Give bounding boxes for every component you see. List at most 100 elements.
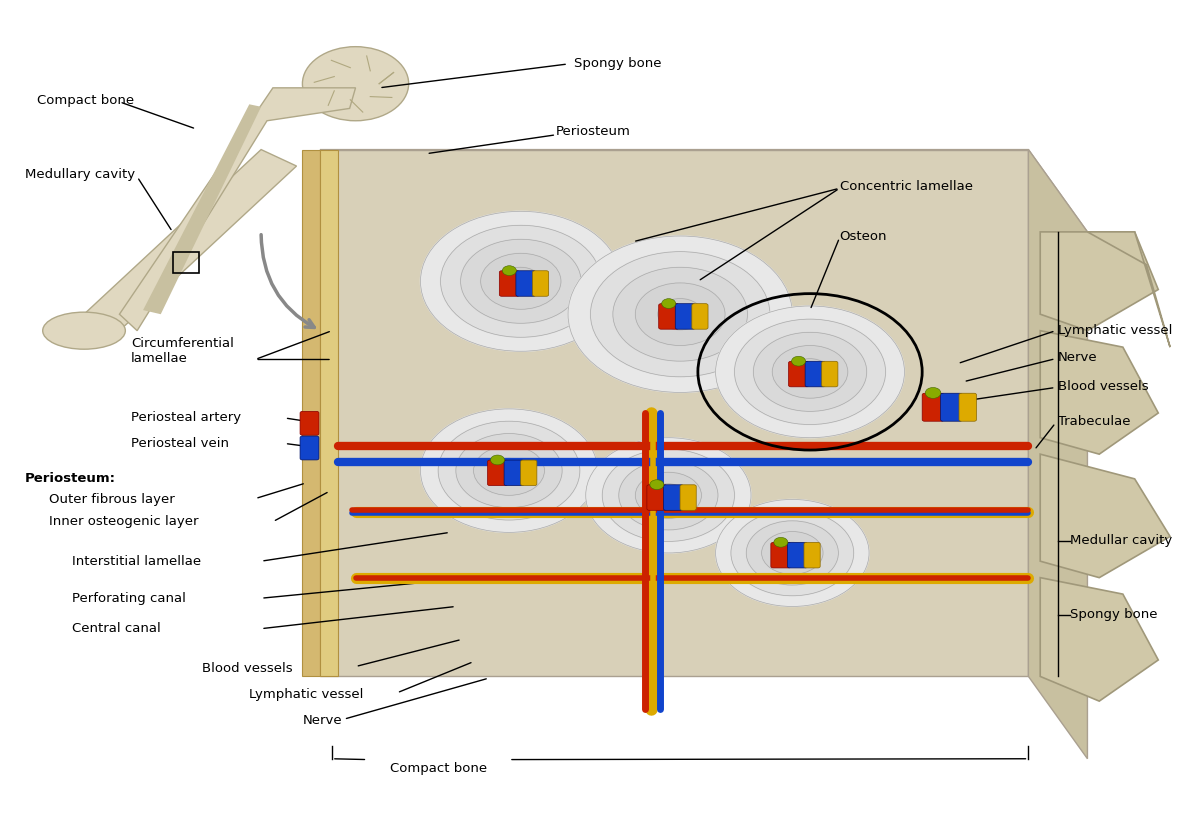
Circle shape [586, 438, 751, 553]
Text: Medullary cavity: Medullary cavity [25, 168, 136, 181]
Polygon shape [143, 104, 262, 314]
FancyBboxPatch shape [959, 393, 977, 421]
Polygon shape [1028, 150, 1087, 759]
Circle shape [474, 446, 545, 496]
Text: Interstitial lamellae: Interstitial lamellae [72, 555, 202, 567]
FancyBboxPatch shape [504, 460, 524, 486]
Circle shape [602, 449, 734, 541]
Polygon shape [1040, 577, 1158, 701]
FancyBboxPatch shape [521, 460, 536, 486]
Text: Outer fibrous layer: Outer fibrous layer [49, 493, 174, 506]
Circle shape [440, 225, 601, 337]
Text: Lymphatic vessel: Lymphatic vessel [250, 688, 364, 701]
Circle shape [590, 252, 770, 377]
Circle shape [791, 358, 829, 385]
FancyBboxPatch shape [787, 543, 808, 568]
Text: Trabeculae: Trabeculae [1058, 415, 1130, 428]
FancyBboxPatch shape [680, 485, 696, 510]
Text: Blood vessels: Blood vessels [1058, 380, 1148, 393]
FancyBboxPatch shape [804, 543, 820, 568]
Polygon shape [1040, 454, 1170, 577]
Circle shape [491, 458, 527, 483]
FancyBboxPatch shape [499, 271, 520, 297]
Circle shape [481, 254, 560, 309]
FancyBboxPatch shape [941, 393, 962, 421]
Text: Nerve: Nerve [1058, 351, 1098, 364]
FancyBboxPatch shape [516, 271, 536, 297]
Text: Osteon: Osteon [840, 230, 887, 243]
Text: Medullar cavity: Medullar cavity [1069, 534, 1172, 547]
Circle shape [715, 306, 905, 438]
Circle shape [438, 421, 580, 520]
Text: Circumferential
lamellae: Circumferential lamellae [131, 337, 234, 365]
Text: Concentric lamellae: Concentric lamellae [840, 180, 972, 193]
Text: Inner osteogenic layer: Inner osteogenic layer [49, 515, 198, 528]
Polygon shape [302, 150, 320, 676]
Circle shape [774, 538, 788, 547]
Text: Periosteal artery: Periosteal artery [131, 411, 241, 424]
FancyBboxPatch shape [788, 361, 809, 387]
FancyBboxPatch shape [664, 485, 684, 510]
Circle shape [715, 500, 869, 606]
Polygon shape [320, 150, 1087, 232]
Text: Blood vessels: Blood vessels [202, 662, 293, 675]
FancyBboxPatch shape [676, 304, 695, 330]
Circle shape [302, 46, 409, 121]
Polygon shape [320, 150, 338, 676]
Text: Spongy bone: Spongy bone [574, 57, 661, 69]
Circle shape [420, 211, 622, 351]
Text: Spongy bone: Spongy bone [1069, 608, 1157, 621]
Circle shape [658, 298, 703, 330]
FancyBboxPatch shape [922, 393, 944, 421]
FancyBboxPatch shape [805, 361, 826, 387]
Polygon shape [1087, 232, 1170, 347]
Circle shape [491, 455, 504, 465]
Circle shape [568, 236, 792, 392]
Circle shape [661, 299, 676, 308]
Circle shape [420, 409, 598, 533]
Circle shape [776, 542, 808, 563]
Bar [173, 253, 198, 273]
FancyBboxPatch shape [487, 460, 508, 486]
Circle shape [619, 461, 718, 530]
Circle shape [500, 268, 541, 295]
Ellipse shape [43, 312, 125, 349]
Text: Periosteum: Periosteum [557, 125, 631, 138]
Circle shape [635, 283, 725, 345]
Text: Lymphatic vessel: Lymphatic vessel [1058, 324, 1172, 337]
Text: Perforating canal: Perforating canal [72, 591, 186, 605]
Circle shape [762, 532, 823, 574]
Text: Central canal: Central canal [72, 622, 161, 635]
Polygon shape [120, 88, 355, 330]
Circle shape [456, 434, 562, 508]
Circle shape [613, 268, 748, 361]
Text: Nerve: Nerve [302, 714, 342, 727]
Text: Compact bone: Compact bone [390, 762, 487, 775]
Circle shape [650, 480, 664, 490]
FancyArrowPatch shape [262, 235, 314, 327]
Circle shape [461, 240, 581, 323]
Circle shape [754, 332, 866, 411]
Polygon shape [1040, 232, 1158, 330]
FancyBboxPatch shape [533, 271, 548, 297]
FancyBboxPatch shape [770, 543, 791, 568]
FancyBboxPatch shape [300, 436, 319, 460]
Circle shape [746, 521, 839, 585]
FancyBboxPatch shape [300, 411, 319, 435]
Text: Periosteum:: Periosteum: [25, 472, 116, 486]
FancyBboxPatch shape [692, 304, 708, 330]
Polygon shape [320, 150, 1028, 676]
FancyBboxPatch shape [659, 304, 679, 330]
Circle shape [734, 319, 886, 425]
Circle shape [652, 484, 685, 507]
Circle shape [503, 266, 516, 276]
FancyBboxPatch shape [822, 361, 838, 387]
Text: Periosteal vein: Periosteal vein [131, 437, 229, 450]
Text: Compact bone: Compact bone [37, 93, 134, 107]
Circle shape [731, 510, 853, 596]
FancyBboxPatch shape [647, 485, 667, 510]
Circle shape [635, 472, 702, 519]
Circle shape [792, 356, 805, 366]
Polygon shape [84, 150, 296, 330]
Circle shape [925, 387, 941, 398]
